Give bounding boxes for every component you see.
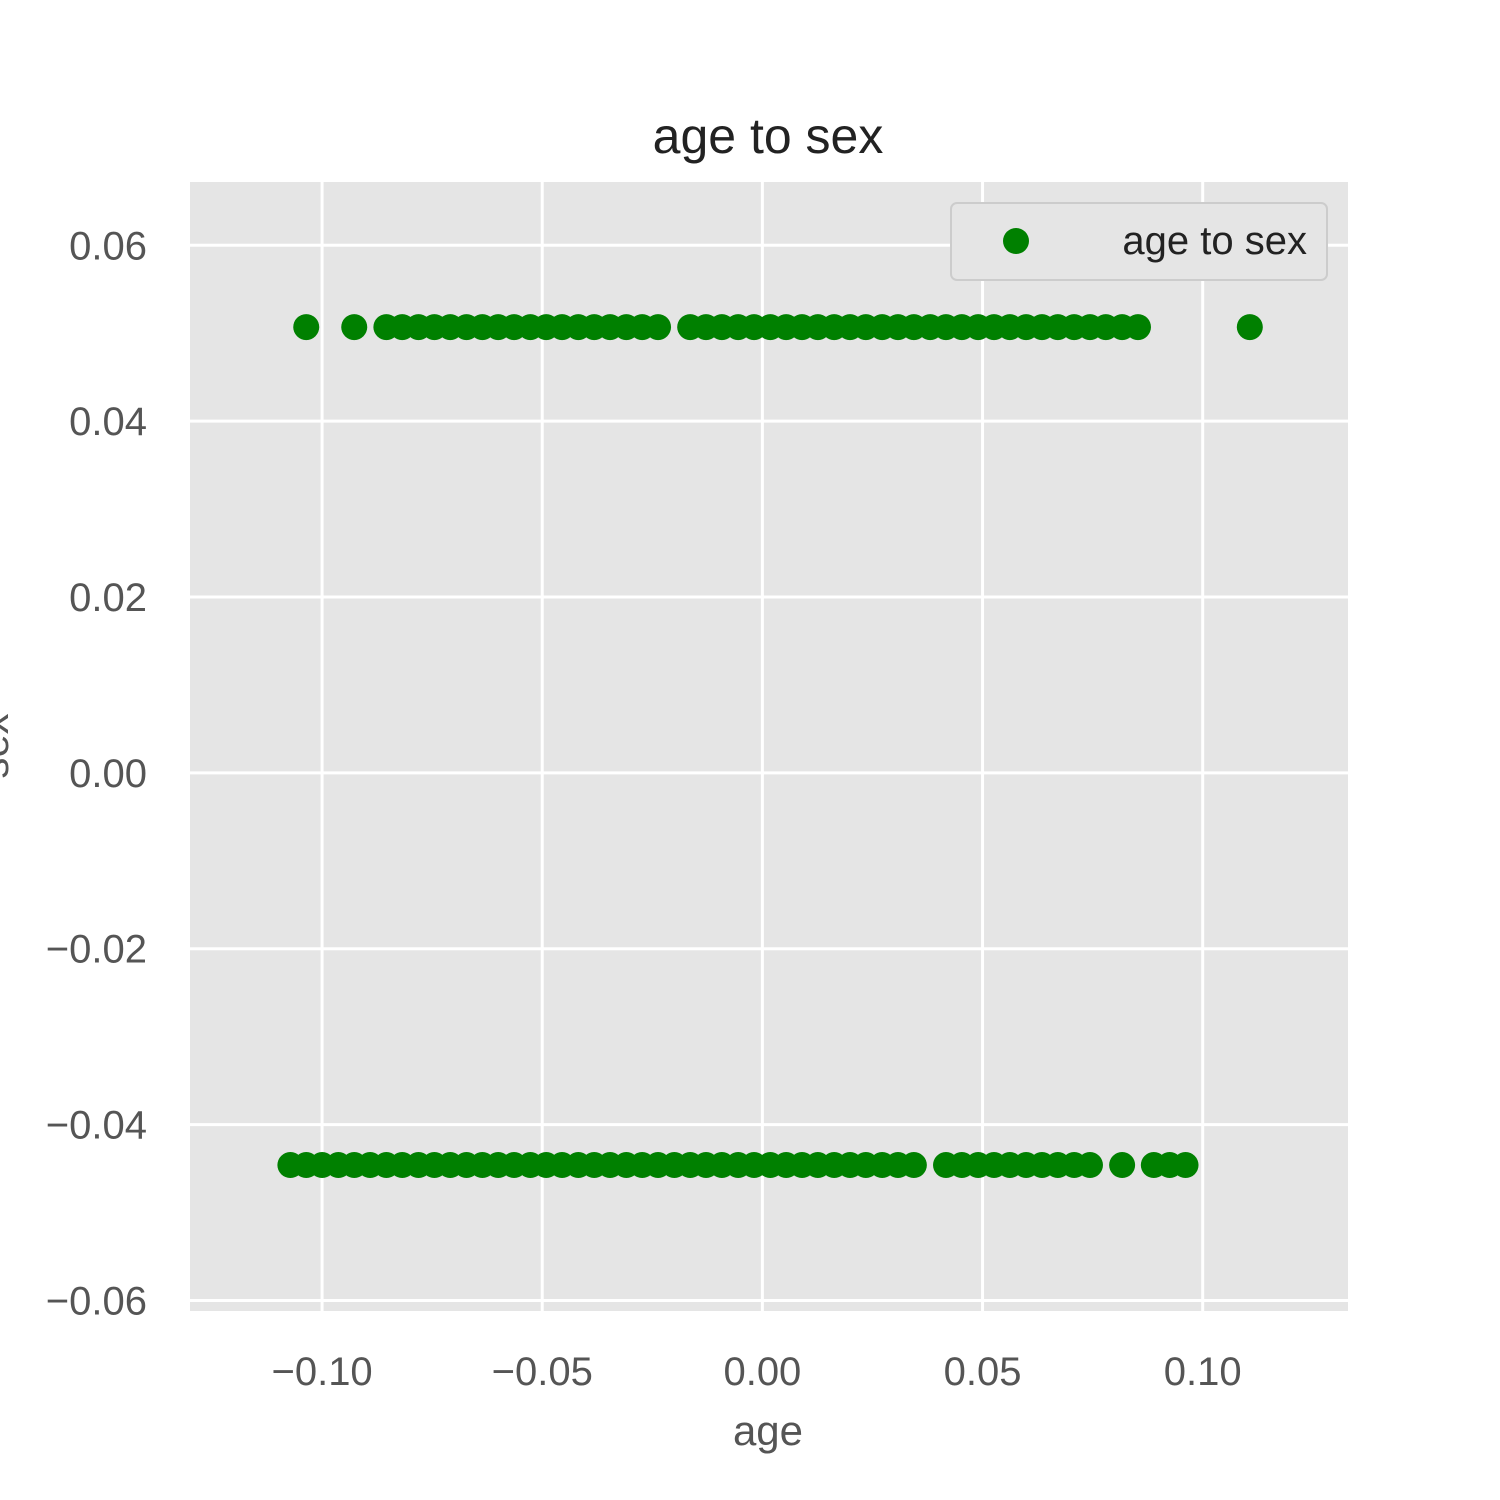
x-tick-label: −0.10 bbox=[271, 1350, 372, 1394]
x-tick-label: 0.10 bbox=[1164, 1350, 1242, 1394]
y-tick-label: 0.02 bbox=[69, 576, 147, 620]
legend-label: age to sex bbox=[1122, 219, 1307, 263]
scatter-point bbox=[1172, 1152, 1199, 1179]
scatter-point bbox=[1109, 1152, 1136, 1179]
x-axis-ticks: −0.10 −0.05 0.00 0.05 0.10 bbox=[271, 1350, 1241, 1394]
y-tick-label: 0.04 bbox=[69, 400, 147, 444]
y-axis-ticks: −0.06 −0.04 −0.02 0.00 0.02 0.04 0.06 bbox=[46, 224, 147, 1323]
scatter-point bbox=[1076, 1152, 1103, 1179]
y-tick-label: −0.02 bbox=[46, 928, 147, 972]
legend-marker-icon bbox=[1003, 228, 1029, 254]
y-tick-label: 0.00 bbox=[69, 752, 147, 796]
y-axis-label: sex bbox=[0, 713, 17, 778]
scatter-point bbox=[341, 314, 368, 341]
scatter-points bbox=[277, 314, 1263, 1179]
legend: age to sex bbox=[950, 202, 1328, 281]
y-tick-label: −0.06 bbox=[46, 1279, 147, 1323]
scatter-point bbox=[645, 314, 672, 341]
scatter-point bbox=[900, 1152, 927, 1179]
legend-box bbox=[950, 202, 1328, 281]
x-tick-label: 0.05 bbox=[944, 1350, 1022, 1394]
x-axis-label: age bbox=[733, 1407, 803, 1454]
grid-lines bbox=[190, 182, 1348, 1311]
x-tick-label: −0.05 bbox=[492, 1350, 593, 1394]
plot-area bbox=[190, 182, 1348, 1311]
x-tick-label: 0.00 bbox=[723, 1350, 801, 1394]
scatter-point bbox=[293, 314, 320, 341]
chart-title: age to sex bbox=[653, 108, 884, 164]
scatter-point bbox=[1124, 314, 1151, 341]
scatter-point bbox=[1236, 314, 1263, 341]
y-tick-label: 0.06 bbox=[69, 224, 147, 268]
y-tick-label: −0.04 bbox=[46, 1104, 147, 1148]
